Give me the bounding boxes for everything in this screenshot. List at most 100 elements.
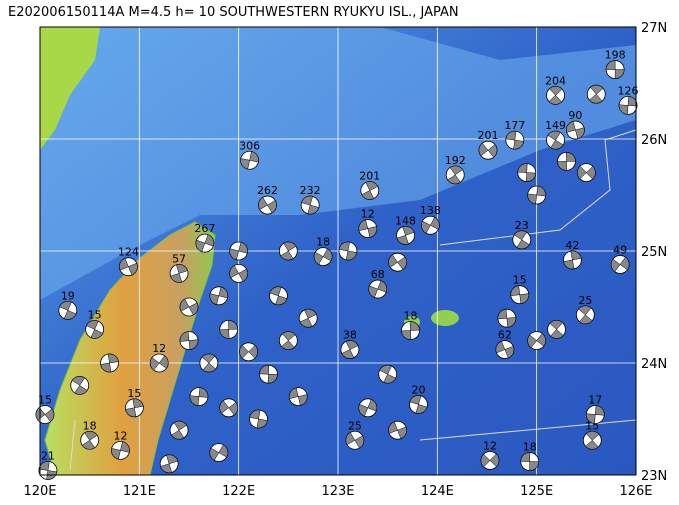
- focal-mechanism: [566, 120, 585, 140]
- title: E202006150114A M=4.5 h= 10 SOUTHWESTERN …: [8, 5, 459, 20]
- focal-mechanism: [38, 461, 58, 480]
- focal-mechanism: [505, 130, 525, 150]
- focal-mechanism: [209, 443, 229, 463]
- compression: [170, 264, 188, 283]
- depth-label: 12: [113, 429, 127, 442]
- focal-mechanism: [546, 130, 565, 150]
- compression: [589, 84, 604, 104]
- compression: [388, 421, 407, 439]
- focal-mechanism: [495, 340, 515, 359]
- focal-mechanism: [585, 405, 605, 424]
- depth-label: 18: [523, 441, 537, 454]
- depth-label: 38: [343, 329, 357, 342]
- depth-label: 204: [545, 74, 566, 87]
- depth-label: 68: [371, 268, 385, 281]
- compression: [585, 431, 600, 450]
- focal-mechanism: [409, 395, 428, 414]
- compression: [171, 420, 187, 440]
- compression: [566, 121, 585, 140]
- compression: [409, 395, 428, 414]
- focal-mechanism: [557, 151, 576, 171]
- compression: [421, 216, 440, 234]
- focal-mechanism: [575, 305, 595, 325]
- focal-mechanism: [258, 195, 277, 215]
- focal-mechanism: [85, 319, 105, 339]
- focal-mechanism: [288, 387, 308, 407]
- compression: [495, 340, 515, 359]
- china-coast: [40, 27, 100, 150]
- compression: [179, 331, 199, 350]
- compression: [209, 444, 229, 461]
- compression: [280, 241, 297, 261]
- compression: [358, 399, 377, 417]
- focal-mechanism: [546, 85, 565, 105]
- compression: [577, 165, 596, 180]
- depth-label: 17: [588, 394, 602, 407]
- compression: [179, 298, 199, 316]
- focal-mechanism: [610, 255, 630, 274]
- depth-label: 148: [395, 214, 416, 227]
- focal-mechanism: [239, 342, 259, 362]
- focal-mechanism: [209, 286, 229, 306]
- focal-mechanism: [298, 308, 318, 328]
- depth-label: 21: [41, 450, 55, 463]
- depth-label: 149: [545, 119, 566, 132]
- focal-mechanism: [35, 405, 55, 424]
- depth-label: 15: [513, 274, 527, 287]
- compression: [368, 280, 387, 298]
- focal-mechanism: [527, 185, 547, 205]
- depth-label: 192: [445, 154, 466, 167]
- compression: [341, 340, 359, 359]
- compression: [201, 353, 217, 373]
- focal-mechanism: [229, 241, 249, 261]
- focal-mechanism: [618, 96, 638, 115]
- compression: [480, 453, 500, 468]
- focal-mechanism: [420, 215, 440, 235]
- compression: [345, 432, 365, 449]
- focal-mechanism: [563, 250, 582, 270]
- focal-mechanism: [478, 140, 498, 160]
- focal-mechanism: [576, 163, 596, 183]
- focal-mechanism: [219, 319, 239, 339]
- focal-mechanism: [249, 409, 268, 429]
- lon-label: 121E: [123, 484, 156, 499]
- compression: [189, 387, 209, 406]
- compression: [447, 165, 463, 185]
- compression: [517, 163, 536, 182]
- compression: [610, 256, 630, 273]
- focal-mechanism: [58, 300, 78, 320]
- compression: [301, 195, 320, 215]
- compression: [527, 333, 546, 349]
- compression: [81, 431, 98, 450]
- depth-label: 15: [127, 387, 141, 400]
- depth-label: 49: [613, 243, 627, 256]
- focal-mechanism: [119, 257, 138, 277]
- focal-mechanism: [547, 319, 566, 339]
- focal-mechanism: [313, 247, 333, 267]
- focal-mechanism: [388, 252, 408, 272]
- focal-mechanism: [159, 454, 179, 474]
- focal-mechanism: [179, 297, 199, 317]
- focal-mechanism: [111, 440, 130, 460]
- depth-label: 177: [504, 119, 525, 132]
- focal-mechanism: [582, 430, 602, 450]
- focal-mechanism: [401, 321, 420, 340]
- depth-label: 12: [152, 342, 166, 355]
- compression: [281, 331, 296, 350]
- compression: [59, 301, 77, 320]
- compression: [239, 345, 258, 359]
- depth-label: 124: [118, 246, 139, 259]
- depth-label: 262: [257, 184, 278, 197]
- depth-label: 198: [605, 49, 626, 62]
- lon-label: 123E: [321, 484, 354, 499]
- depth-label: 42: [565, 239, 579, 252]
- focal-mechanism: [189, 387, 209, 407]
- depth-label: 90: [568, 109, 582, 122]
- compression: [520, 452, 539, 471]
- focal-mechanism: [512, 230, 532, 250]
- depth-label: 18: [316, 236, 330, 249]
- depth-label: 306: [239, 139, 260, 152]
- focal-mechanism: [195, 233, 215, 253]
